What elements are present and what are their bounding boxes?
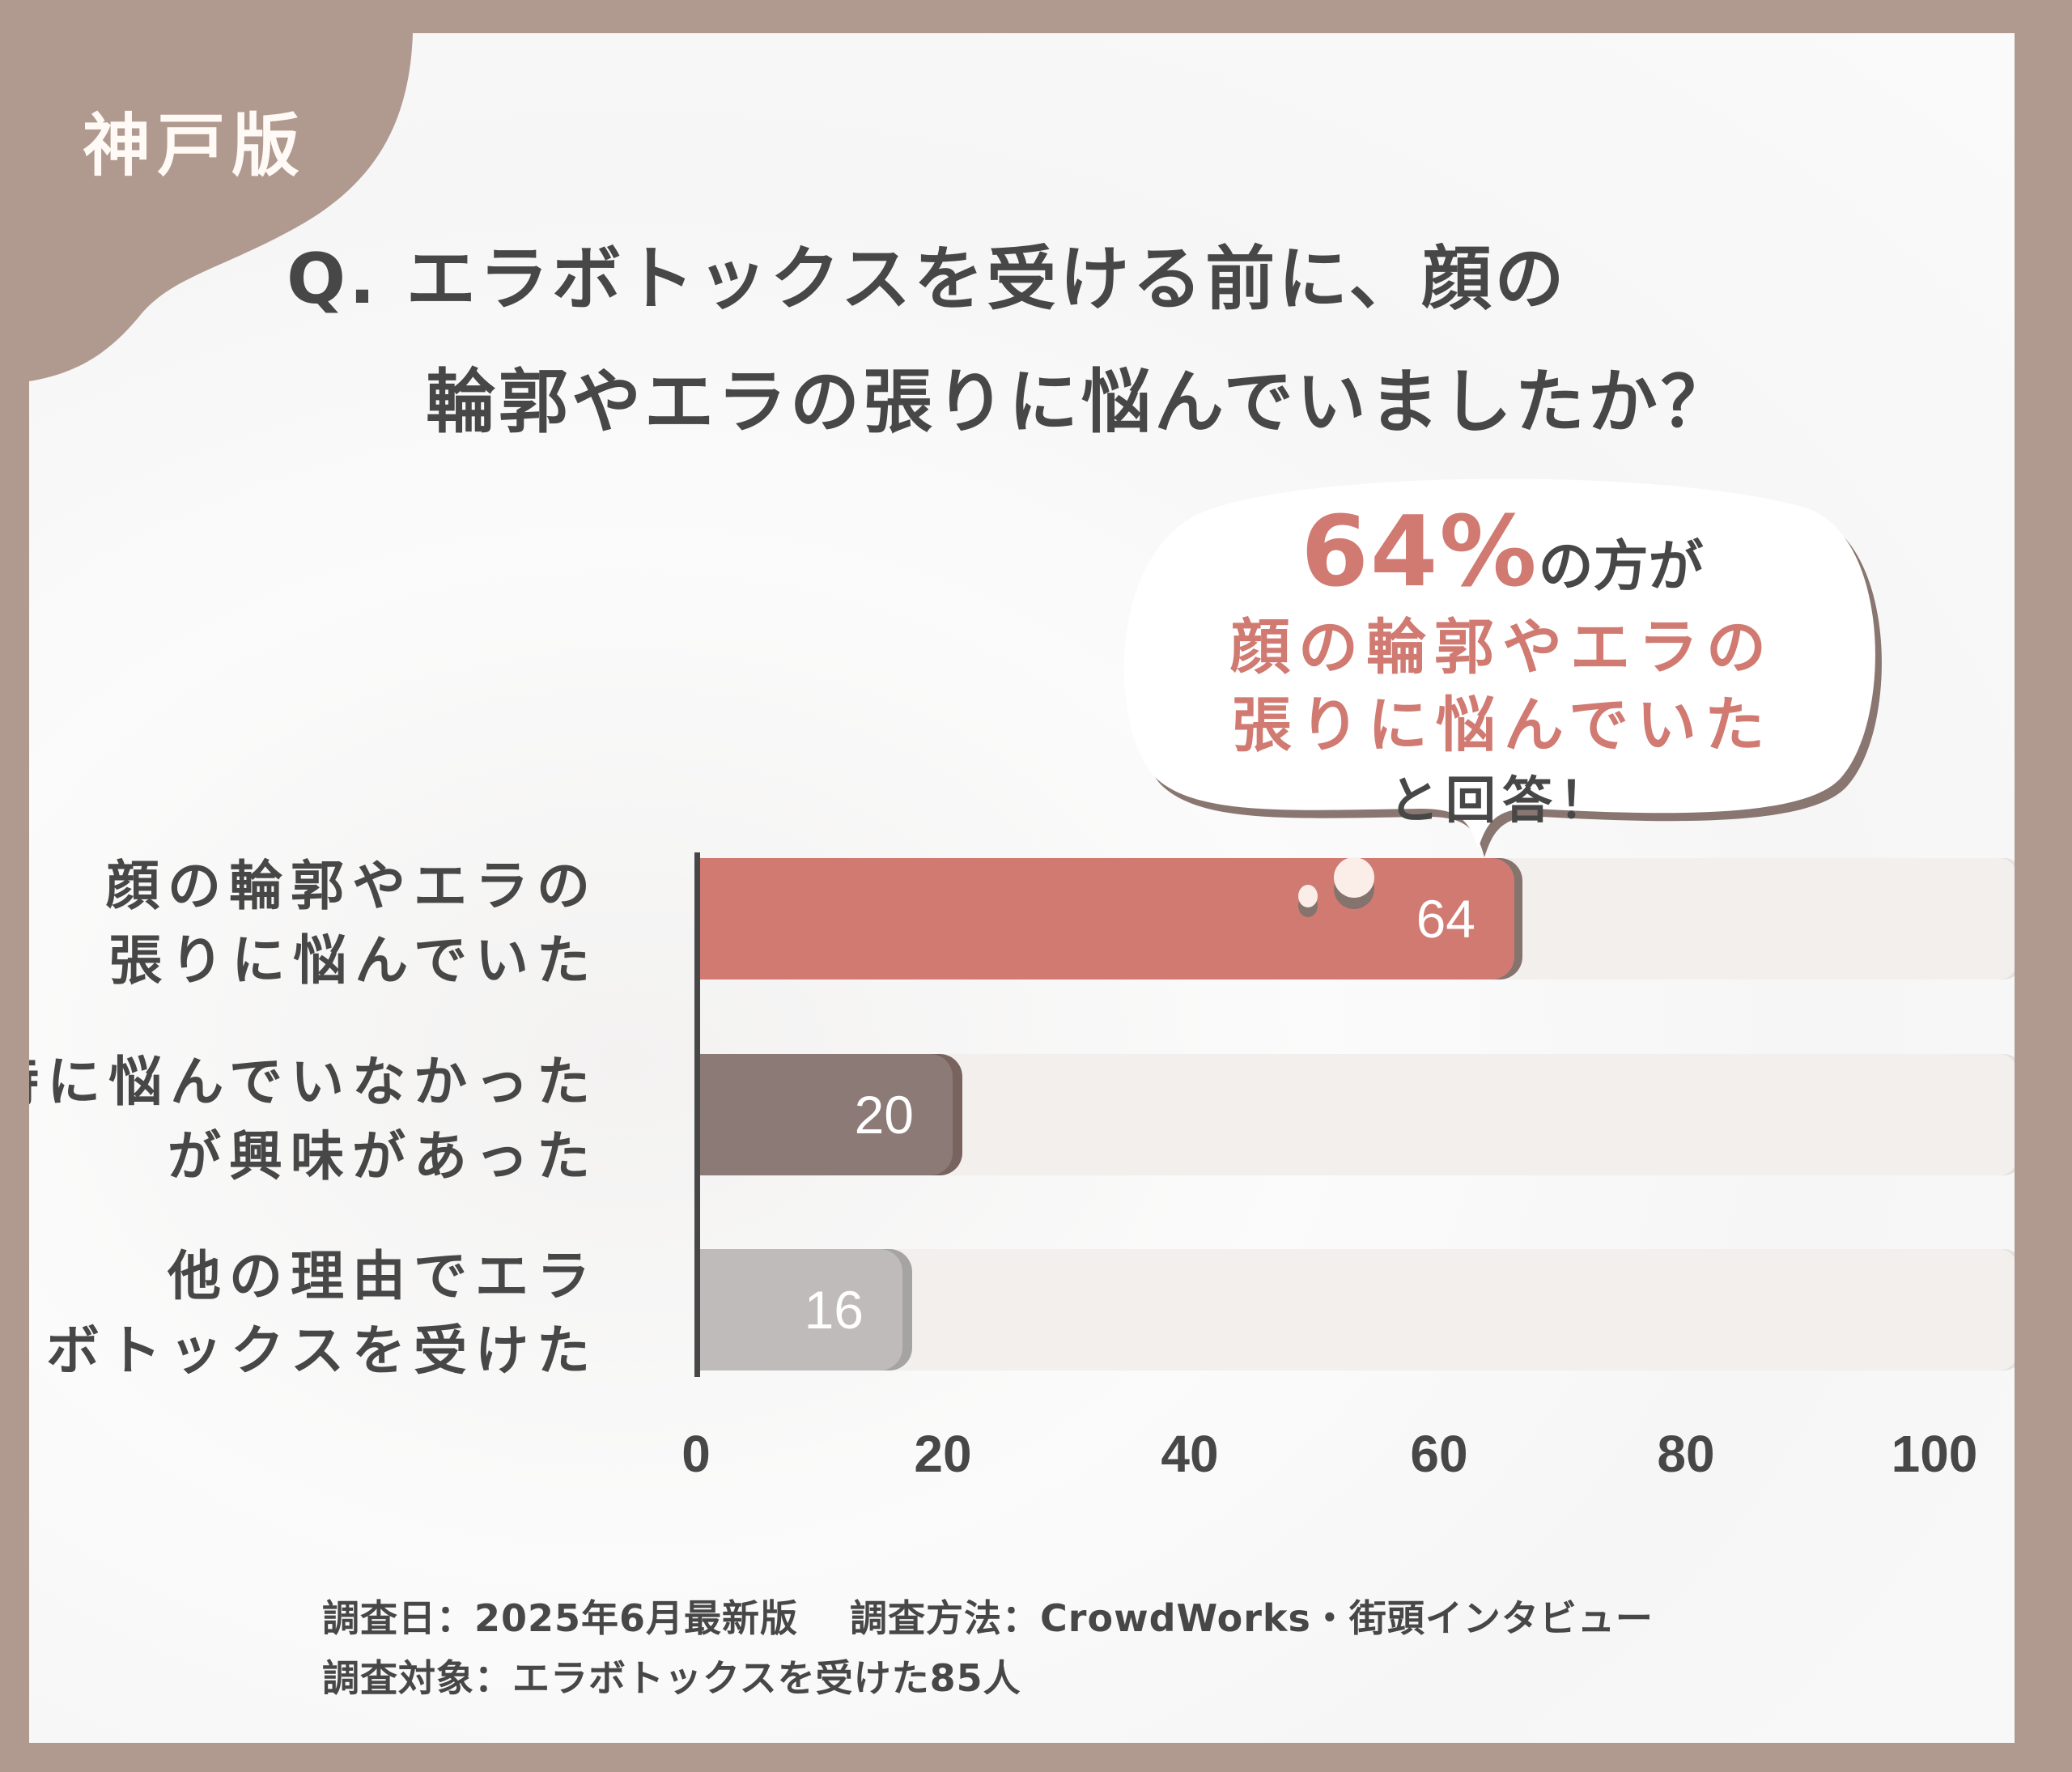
decorative-dot-large [1334,857,1374,898]
bar-3: 16 [700,1249,902,1370]
x-tick-0: 0 [681,1425,711,1483]
callout-text: 64%の方が 顔の輪郭やエラの 張りに悩んでいた と回答！ [1114,496,1891,837]
question-title: Q. エラボトックスを受ける前に、顔の輪郭やエラの張りに悩んでいましたか？ [287,218,1734,464]
region-tag: 神戸版 [83,106,307,185]
callout-ending: と回答！ [1388,771,1616,830]
survey-info-line-1: 調査日：2025年6月最新版 調査方法：CrowdWorks・街頭インタビュー [322,1596,1654,1640]
callout-highlight-line-1: 顔の輪郭やエラの [1230,613,1774,682]
bar-1-value: 64 [1416,889,1475,949]
callout-headline: 64%の方が [1114,496,1891,609]
x-tick-100: 100 [1891,1425,1978,1483]
infographic-card: 神戸版 Q. エラボトックスを受ける前に、顔の輪郭やエラの張りに悩んでいましたか… [29,33,2015,1743]
callout-suffix: の方が [1538,535,1704,599]
survey-info-line-2: 調査対象：エラボトックスを受けた85人 [322,1656,1021,1700]
category-label-3-line-2: ボトックスを受けた [45,1319,598,1382]
decorative-dot-small [1298,885,1318,907]
callout-highlight-line-2: 張りに悩んでいた [1231,691,1773,760]
bar-track-3 [696,1249,2015,1370]
category-label-1-line-2: 張りに悩んでいた [108,929,598,992]
x-tick-40: 40 [1161,1425,1219,1483]
bar-3-value: 16 [804,1280,864,1340]
x-tick-20: 20 [914,1425,972,1483]
bar-2-value: 20 [854,1085,914,1145]
x-tick-80: 80 [1657,1425,1715,1483]
corner-blob-decoration [29,33,413,381]
callout-bubble: 64%の方が 顔の輪郭やエラの 張りに悩んでいた と回答！ [1114,477,1891,882]
category-label-3: 他の理由でエラ ボトックスを受けた [29,1239,598,1388]
callout-percent: 64% [1301,496,1539,609]
category-label-2-line-1: 特に悩んでいなかった [29,1051,598,1113]
bar-1: 64 [700,858,1514,979]
title-line-2: 輪郭やエラの張りに悩んでいましたか？ [426,362,1734,443]
x-tick-60: 60 [1410,1425,1468,1483]
category-label-1: 顔の輪郭やエラの 張りに悩んでいた [29,849,598,998]
title-line-1: Q. エラボトックスを受ける前に、顔の [287,239,1568,320]
speech-bubble-shape [1123,478,1882,857]
category-label-3-line-1: 他の理由でエラ [168,1245,598,1307]
y-axis-line [694,852,700,1377]
category-label-2: 特に悩んでいなかった が興味があった [29,1045,598,1194]
category-label-1-line-1: 顔の輪郭やエラの [106,855,598,917]
category-label-2-line-2: が興味があった [168,1125,598,1188]
bar-2: 20 [700,1054,953,1175]
